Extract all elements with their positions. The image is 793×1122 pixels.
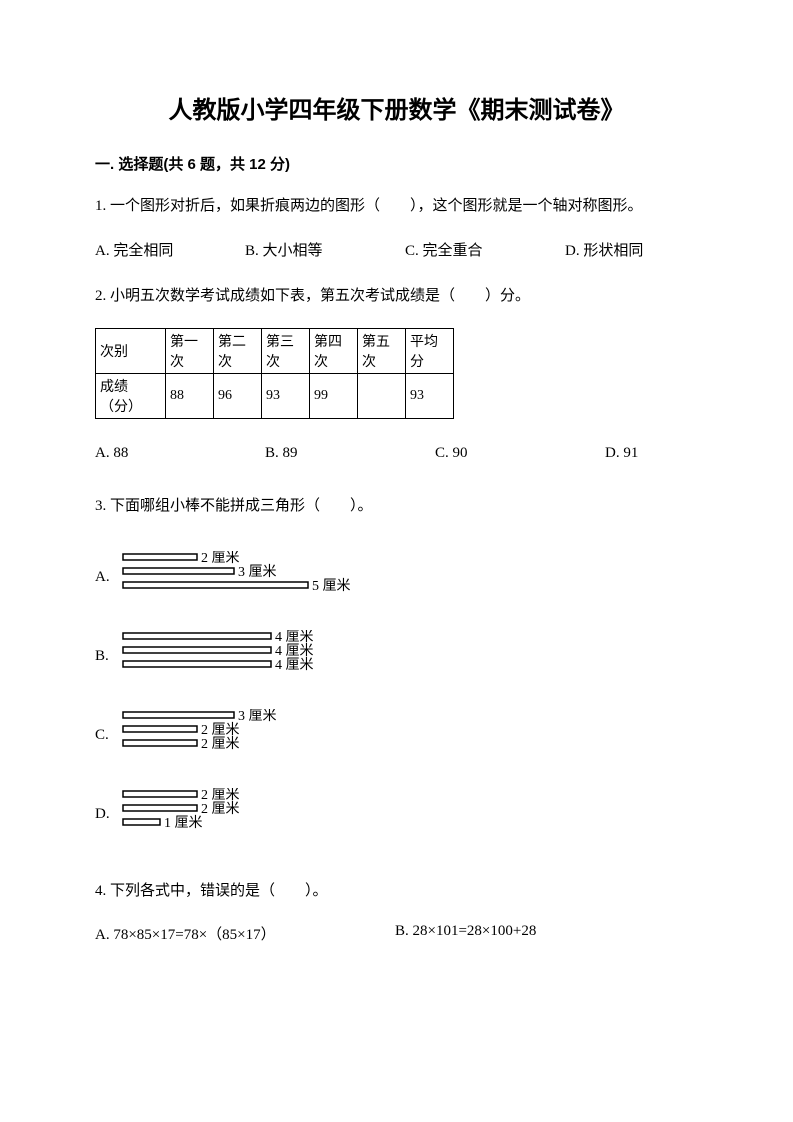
q3-option-b-figure: 4 厘米4 厘米4 厘米 [121, 630, 339, 683]
table-cell: 99 [310, 374, 358, 419]
table-cell: 96 [214, 374, 262, 419]
table-row: 成绩（分） 88 96 93 99 93 [96, 374, 454, 419]
question-1-text: 1. 一个图形对折后，如果折痕两边的图形（ ），这个图形就是一个轴对称图形。 [95, 192, 698, 221]
table-cell: 第五次 [358, 329, 406, 374]
table-cell: 平均分 [406, 329, 454, 374]
q3-option-d: D. 2 厘米2 厘米1 厘米 [95, 788, 698, 841]
q1-option-c: C. 完全重合 [405, 239, 565, 260]
svg-text:2 厘米: 2 厘米 [201, 788, 240, 803]
q1-option-a: A. 完全相同 [95, 239, 245, 260]
q3-option-c: C. 3 厘米2 厘米2 厘米 [95, 709, 698, 762]
question-4-text: 4. 下列各式中，错误的是（ ）。 [95, 877, 698, 906]
table-cell [358, 374, 406, 419]
q3-option-b-label: B. [95, 648, 121, 665]
table-cell: 第三次 [262, 329, 310, 374]
table-cell: 次别 [96, 329, 166, 374]
question-1-options: A. 完全相同 B. 大小相等 C. 完全重合 D. 形状相同 [95, 239, 698, 260]
q2-option-d: D. 91 [605, 445, 685, 462]
table-cell: 第一次 [166, 329, 214, 374]
table-cell: 第四次 [310, 329, 358, 374]
section-1-head: 一. 选择题(共 6 题，共 12 分) [95, 153, 698, 174]
svg-text:2 厘米: 2 厘米 [201, 551, 240, 566]
svg-text:3 厘米: 3 厘米 [238, 709, 277, 724]
q4-option-b: B. 28×101=28×100+28 [395, 923, 675, 944]
q3-option-b: B. 4 厘米4 厘米4 厘米 [95, 630, 698, 683]
page: 人教版小学四年级下册数学《期末测试卷》 一. 选择题(共 6 题，共 12 分)… [0, 0, 793, 1122]
table-cell: 第二次 [214, 329, 262, 374]
question-2-text: 2. 小明五次数学考试成绩如下表，第五次考试成绩是（ ）分。 [95, 282, 698, 311]
svg-text:1 厘米: 1 厘米 [164, 815, 203, 831]
question-4-options: A. 78×85×17=78×（85×17） B. 28×101=28×100+… [95, 923, 698, 944]
svg-text:4 厘米: 4 厘米 [275, 643, 314, 659]
svg-text:2 厘米: 2 厘米 [201, 736, 240, 752]
question-3-text: 3. 下面哪组小棒不能拼成三角形（ ）。 [95, 492, 698, 521]
q2-score-table: 次别 第一次 第二次 第三次 第四次 第五次 平均分 成绩（分） 88 96 9… [95, 328, 454, 419]
svg-text:2 厘米: 2 厘米 [201, 801, 240, 817]
q4-option-a: A. 78×85×17=78×（85×17） [95, 923, 395, 944]
table-cell: 成绩（分） [96, 374, 166, 419]
svg-text:5 厘米: 5 厘米 [312, 578, 351, 594]
q3-option-a-label: A. [95, 569, 121, 586]
q2-option-a: A. 88 [95, 445, 265, 462]
q2-option-c: C. 90 [435, 445, 605, 462]
svg-text:2 厘米: 2 厘米 [201, 722, 240, 738]
table-cell: 88 [166, 374, 214, 419]
svg-text:4 厘米: 4 厘米 [275, 630, 314, 645]
q2-option-b: B. 89 [265, 445, 435, 462]
table-cell: 93 [406, 374, 454, 419]
q3-option-d-label: D. [95, 806, 121, 823]
table-row: 次别 第一次 第二次 第三次 第四次 第五次 平均分 [96, 329, 454, 374]
q1-option-b: B. 大小相等 [245, 239, 405, 260]
q1-option-d: D. 形状相同 [565, 239, 685, 260]
question-2-options: A. 88 B. 89 C. 90 D. 91 [95, 445, 698, 462]
q3-option-a: A. 2 厘米3 厘米 5 厘米 [95, 551, 698, 604]
svg-text:4 厘米: 4 厘米 [275, 657, 314, 673]
q3-option-c-figure: 3 厘米2 厘米2 厘米 [121, 709, 302, 762]
q3-option-a-figure: 2 厘米3 厘米 5 厘米 [121, 551, 376, 604]
page-title: 人教版小学四年级下册数学《期末测试卷》 [95, 90, 698, 125]
q3-option-d-figure: 2 厘米2 厘米1 厘米 [121, 788, 265, 841]
q3-option-c-label: C. [95, 727, 121, 744]
table-cell: 93 [262, 374, 310, 419]
svg-text:3 厘米: 3 厘米 [238, 564, 277, 580]
